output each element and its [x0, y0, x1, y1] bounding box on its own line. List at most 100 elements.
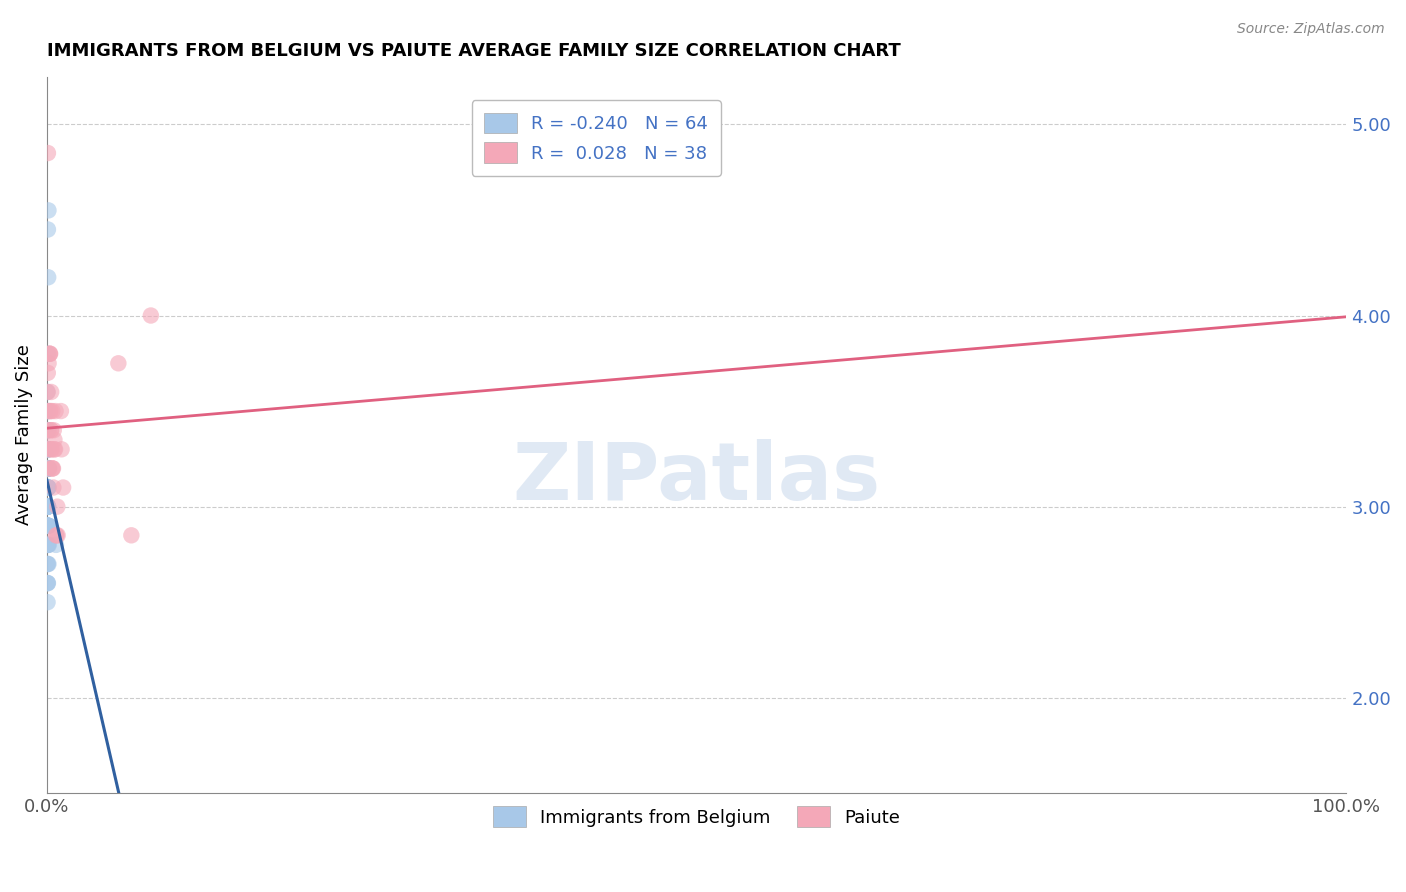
- Point: [37, 538, 59, 552]
- Legend: Immigrants from Belgium, Paiute: Immigrants from Belgium, Paiute: [486, 799, 907, 835]
- Point: [37, 347, 59, 361]
- Point: [37, 518, 59, 533]
- Point: [45, 538, 67, 552]
- Point: [37, 500, 59, 514]
- Point: [39, 423, 62, 437]
- Point: [44, 433, 66, 447]
- Point: [37, 518, 59, 533]
- Point: [38, 538, 60, 552]
- Point: [37, 557, 59, 571]
- Point: [52, 481, 75, 495]
- Point: [37, 538, 59, 552]
- Point: [37, 384, 59, 399]
- Point: [37, 461, 59, 475]
- Point: [37, 500, 59, 514]
- Point: [37, 557, 59, 571]
- Point: [37, 595, 59, 609]
- Point: [37, 222, 59, 236]
- Point: [37, 461, 59, 475]
- Point: [37, 404, 59, 418]
- Point: [37, 518, 59, 533]
- Point: [139, 309, 162, 323]
- Point: [41, 442, 63, 457]
- Point: [42, 461, 65, 475]
- Point: [37, 500, 59, 514]
- Point: [51, 442, 73, 457]
- Point: [46, 528, 69, 542]
- Text: ZIPatlas: ZIPatlas: [513, 439, 880, 517]
- Point: [49, 404, 72, 418]
- Point: [37, 481, 59, 495]
- Point: [37, 538, 59, 552]
- Text: Source: ZipAtlas.com: Source: ZipAtlas.com: [1237, 22, 1385, 37]
- Point: [37, 423, 59, 437]
- Point: [44, 442, 66, 457]
- Point: [37, 500, 59, 514]
- Point: [37, 461, 59, 475]
- Point: [37, 576, 59, 591]
- Point: [37, 500, 59, 514]
- Point: [38, 442, 60, 457]
- Point: [37, 538, 59, 552]
- Point: [37, 500, 59, 514]
- Point: [45, 528, 67, 542]
- Point: [37, 384, 59, 399]
- Point: [120, 528, 142, 542]
- Point: [38, 404, 60, 418]
- Point: [46, 500, 69, 514]
- Point: [38, 518, 60, 533]
- Point: [37, 518, 59, 533]
- Point: [37, 518, 59, 533]
- Point: [38, 356, 60, 370]
- Point: [37, 518, 59, 533]
- Point: [37, 500, 59, 514]
- Point: [39, 347, 62, 361]
- Point: [37, 481, 59, 495]
- Point: [42, 423, 65, 437]
- Point: [41, 404, 63, 418]
- Point: [37, 481, 59, 495]
- Point: [37, 404, 59, 418]
- Point: [38, 481, 60, 495]
- Point: [39, 442, 62, 457]
- Point: [107, 356, 129, 370]
- Point: [38, 347, 60, 361]
- Point: [37, 442, 59, 457]
- Point: [38, 442, 60, 457]
- Point: [37, 442, 59, 457]
- Point: [37, 146, 59, 161]
- Point: [37, 576, 59, 591]
- Point: [38, 461, 60, 475]
- Point: [37, 518, 59, 533]
- Point: [38, 461, 60, 475]
- Text: IMMIGRANTS FROM BELGIUM VS PAIUTE AVERAGE FAMILY SIZE CORRELATION CHART: IMMIGRANTS FROM BELGIUM VS PAIUTE AVERAG…: [46, 42, 901, 60]
- Point: [37, 481, 59, 495]
- Point: [37, 500, 59, 514]
- Point: [37, 500, 59, 514]
- Point: [37, 366, 59, 380]
- Point: [42, 481, 65, 495]
- Point: [37, 442, 59, 457]
- Point: [45, 528, 67, 542]
- Point: [37, 270, 59, 285]
- Point: [39, 423, 62, 437]
- Point: [37, 576, 59, 591]
- Point: [37, 481, 59, 495]
- Point: [37, 423, 59, 437]
- Point: [38, 347, 60, 361]
- Point: [39, 384, 62, 399]
- Point: [37, 423, 59, 437]
- Y-axis label: Average Family Size: Average Family Size: [15, 344, 32, 525]
- Point: [38, 461, 60, 475]
- Point: [45, 404, 67, 418]
- Point: [37, 461, 59, 475]
- Point: [44, 442, 66, 457]
- Point: [37, 442, 59, 457]
- Point: [37, 557, 59, 571]
- Point: [41, 461, 63, 475]
- Point: [37, 461, 59, 475]
- Point: [37, 461, 59, 475]
- Point: [37, 203, 59, 218]
- Point: [37, 423, 59, 437]
- Point: [37, 404, 59, 418]
